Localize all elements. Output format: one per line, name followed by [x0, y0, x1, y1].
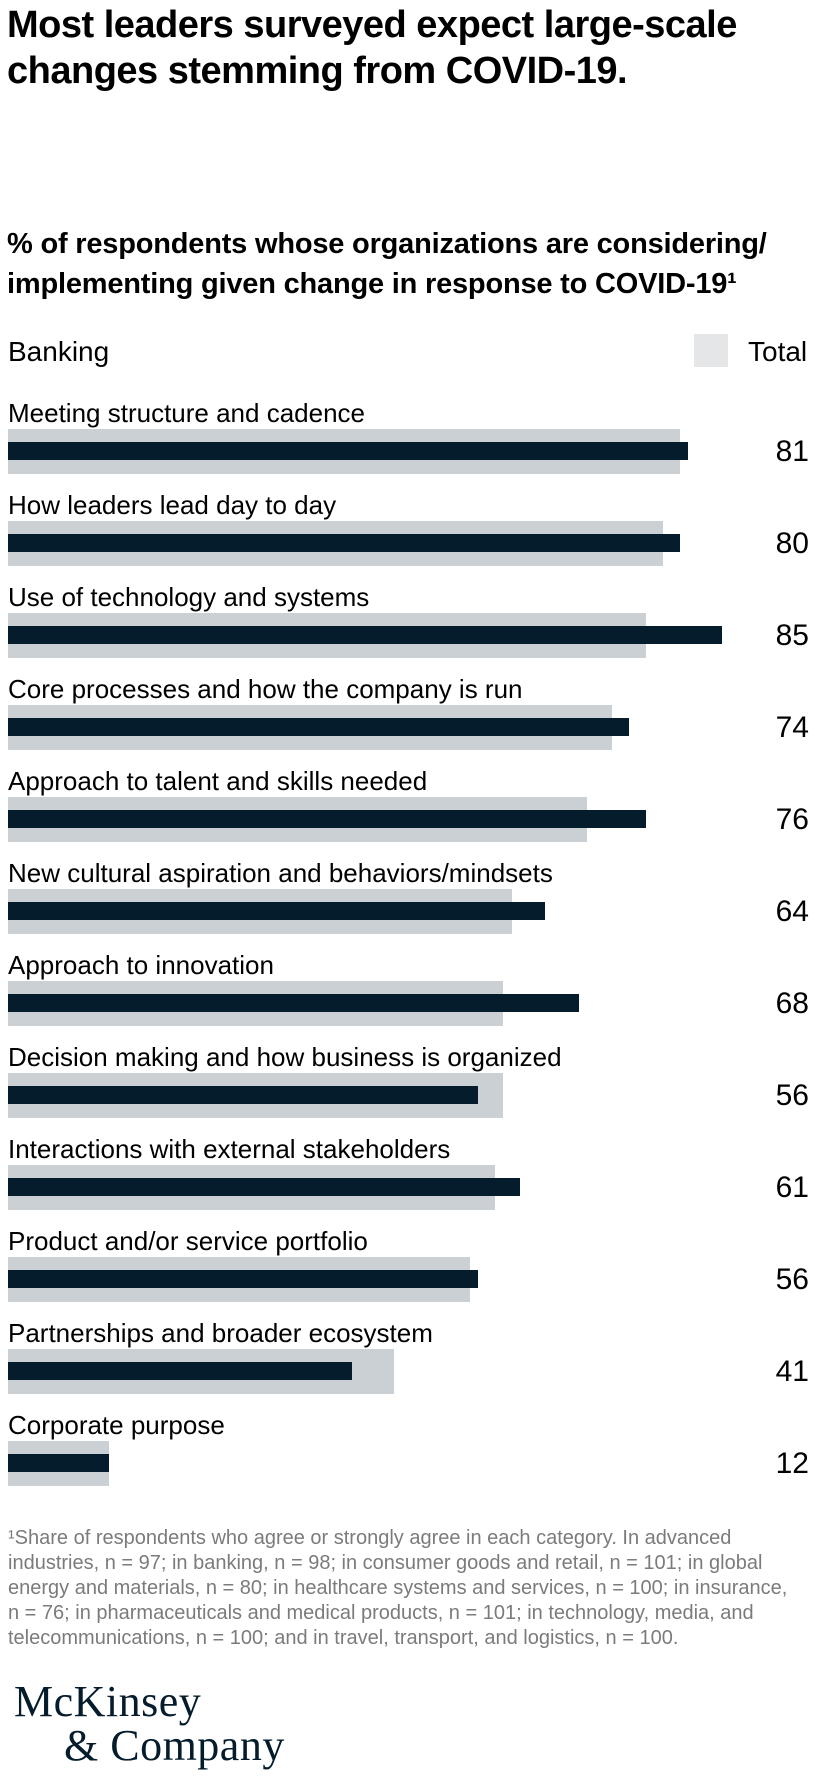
bar-track: [8, 981, 828, 1026]
banking-bar: [8, 534, 680, 552]
footnote-line-3: energy and materials, n = 80; in healthc…: [8, 1577, 788, 1599]
footnote-line-2: industries, n = 97; in banking, n = 98; …: [8, 1552, 763, 1574]
value-label: 64: [775, 894, 809, 928]
chart-row: How leaders lead day to day 80: [0, 489, 828, 581]
chart-row: Core processes and how the company is ru…: [0, 673, 828, 765]
value-label: 68: [775, 986, 809, 1020]
banking-bar: [8, 718, 630, 736]
banking-bar: [8, 994, 579, 1012]
total-legend-swatch: [694, 334, 728, 367]
value-label: 80: [775, 526, 809, 560]
page-title-line-1: Most leaders surveyed expect large-scale: [7, 4, 737, 46]
page-title: Most leaders surveyed expect large-scale…: [7, 2, 737, 94]
category-label: Meeting structure and cadence: [8, 398, 365, 428]
banking-bar: [8, 1270, 479, 1288]
banking-bar: [8, 902, 546, 920]
value-label: 56: [775, 1262, 809, 1296]
banking-bar: [8, 626, 722, 644]
banking-bar: [8, 442, 688, 460]
chart-row: New cultural aspiration and behaviors/mi…: [0, 857, 828, 949]
value-label: 74: [775, 710, 809, 744]
bar-track: [8, 521, 828, 566]
chart-subtitle: % of respondents whose organizations are…: [7, 224, 767, 304]
chart-row: Partnerships and broader ecosystem 41: [0, 1317, 828, 1409]
footnote-line-1: ¹Share of respondents who agree or stron…: [8, 1527, 732, 1549]
bar-track: [8, 1257, 828, 1302]
chart-row: Decision making and how business is orga…: [0, 1041, 828, 1133]
category-label: Corporate purpose: [8, 1410, 225, 1440]
category-label: Decision making and how business is orga…: [8, 1042, 562, 1072]
category-label: Interactions with external stakeholders: [8, 1134, 451, 1164]
chart-subtitle-line-1: % of respondents whose organizations are…: [7, 228, 767, 260]
chart-row: Interactions with external stakeholders …: [0, 1133, 828, 1225]
footnote-line-4: n = 76; in pharmaceuticals and medical p…: [8, 1602, 754, 1624]
chart-row: Approach to innovation 68: [0, 949, 828, 1041]
category-label: Product and/or service portfolio: [8, 1226, 368, 1256]
mckinsey-logo: McKinsey & Company: [14, 1680, 285, 1768]
category-label: How leaders lead day to day: [8, 490, 337, 520]
bar-track: [8, 613, 828, 658]
banking-bar: [8, 1362, 353, 1380]
bar-track: [8, 1073, 828, 1118]
chart-row: Meeting structure and cadence 81: [0, 397, 828, 489]
chart-row: Corporate purpose 12: [0, 1409, 828, 1501]
value-label: 85: [775, 618, 809, 652]
value-label: 61: [775, 1170, 809, 1204]
page-title-line-2: changes stemming from COVID-19.: [7, 50, 628, 92]
category-label: Approach to innovation: [8, 950, 274, 980]
value-label: 12: [775, 1446, 809, 1480]
bar-track: [8, 1349, 828, 1394]
bar-chart-rows: Meeting structure and cadence 81 How lea…: [0, 397, 828, 1501]
category-label: Approach to talent and skills needed: [8, 766, 428, 796]
banking-bar: [8, 1086, 479, 1104]
banking-bar: [8, 1178, 521, 1196]
logo-line-2: & Company: [64, 1721, 285, 1770]
category-label: Use of technology and systems: [8, 582, 370, 612]
value-label: 41: [775, 1354, 809, 1388]
bar-track: [8, 889, 828, 934]
banking-bar: [8, 810, 647, 828]
value-label: 81: [775, 434, 809, 468]
chart-row: Use of technology and systems 85: [0, 581, 828, 673]
sector-label-banking: Banking: [8, 336, 110, 367]
bar-track: [8, 1441, 828, 1486]
value-label: 56: [775, 1078, 809, 1112]
legend-row: Banking Total: [0, 333, 828, 371]
chart-subtitle-line-2: implementing given change in response to…: [7, 268, 737, 300]
chart-row: Product and/or service portfolio 56: [0, 1225, 828, 1317]
bar-track: [8, 1165, 828, 1210]
logo-line-1: McKinsey: [14, 1677, 202, 1726]
bar-track: [8, 429, 828, 474]
bar-track: [8, 705, 828, 750]
chart-row: Approach to talent and skills needed 76: [0, 765, 828, 857]
total-legend-label: Total: [748, 336, 808, 367]
value-label: 76: [775, 802, 809, 836]
bar-track: [8, 797, 828, 842]
category-label: Partnerships and broader ecosystem: [8, 1318, 433, 1348]
footnote-line-5: telecommunications, n = 100; and in trav…: [8, 1627, 679, 1649]
banking-bar: [8, 1454, 109, 1472]
footnote: ¹Share of respondents who agree or stron…: [8, 1526, 828, 1651]
category-label: Core processes and how the company is ru…: [8, 674, 523, 704]
category-label: New cultural aspiration and behaviors/mi…: [8, 858, 553, 888]
